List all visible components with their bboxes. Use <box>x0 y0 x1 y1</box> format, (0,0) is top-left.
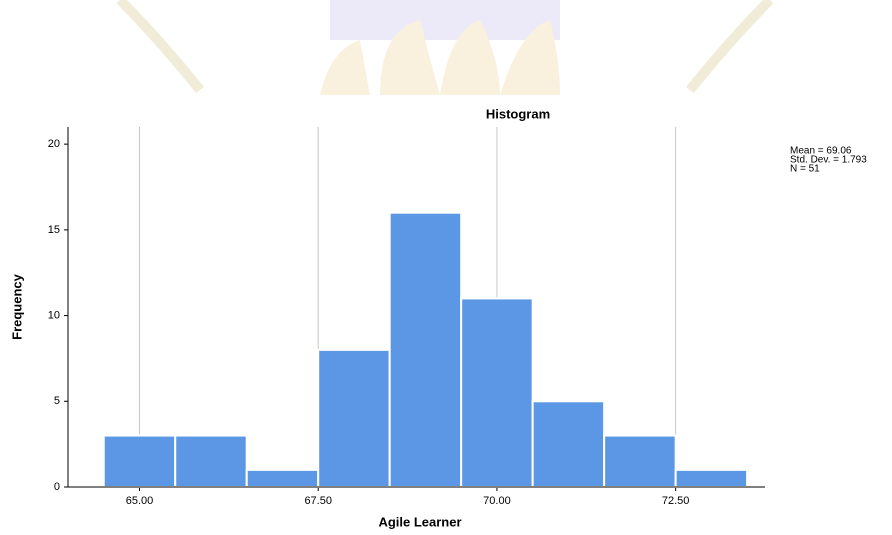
bar <box>388 211 463 488</box>
chart-title: Histogram <box>486 106 550 121</box>
bar <box>460 297 534 488</box>
bar <box>603 434 677 489</box>
annotation: Mean = 69.06 <box>790 146 852 157</box>
annotation: Std. Dev. = 1.793 <box>790 155 867 166</box>
annotation: N = 51 <box>790 164 820 175</box>
y-tick-label: 15 <box>48 224 60 236</box>
bar <box>674 468 749 489</box>
bar <box>102 434 177 489</box>
x-axis-label: Agile Learner <box>378 514 461 529</box>
x-tick-label: 70.00 <box>483 495 511 507</box>
y-tick-label: 0 <box>54 481 60 493</box>
y-tick-label: 5 <box>54 395 60 407</box>
bar <box>245 468 320 489</box>
watermark <box>116 0 774 95</box>
x-tick-label: 65.00 <box>126 495 154 507</box>
y-tick-label: 20 <box>48 138 60 150</box>
bar <box>317 348 391 488</box>
x-tick-label: 67.50 <box>304 495 332 507</box>
bar <box>531 400 606 488</box>
bar <box>174 434 248 489</box>
y-tick-label: 10 <box>48 309 60 321</box>
x-tick-label: 72.50 <box>662 495 690 507</box>
y-axis-label: Frequency <box>9 273 24 340</box>
